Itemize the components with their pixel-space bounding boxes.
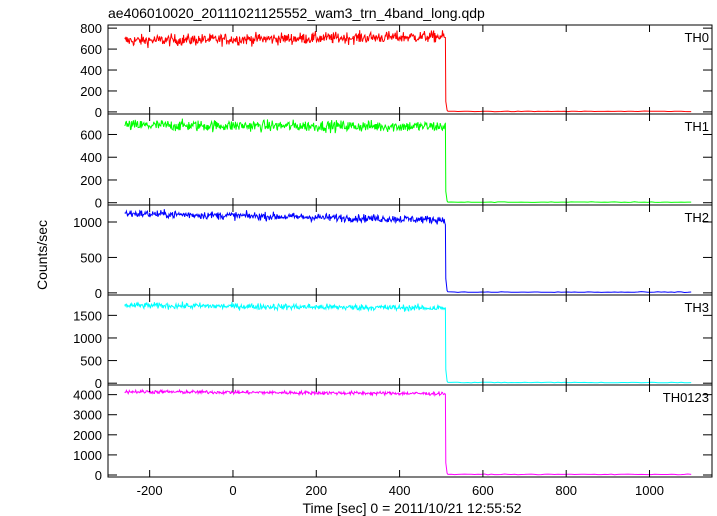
x-tick-label: 1000 [635,483,664,498]
y-tick-label: 0 [95,468,102,483]
y-tick-label: 0 [95,105,102,120]
y-tick-label: 1500 [73,308,102,323]
y-tick-label: 1000 [73,448,102,463]
series-line-th0123 [124,388,692,476]
panel-th0: 0 200 400 600 800 TH0 [80,21,713,120]
panel-frame-th3 [107,294,713,386]
y-tick-label: 0 [95,376,102,391]
x-tick-label: 0 [229,483,236,498]
x-tick-label: 800 [555,483,577,498]
chart-title: ae406010020_20111021125552_wam3_trn_4ban… [108,5,485,21]
series-label-th3: TH3 [684,300,709,315]
y-tick-label: 4000 [73,388,102,403]
series-label-th0: TH0 [684,30,709,45]
x-tick-label: 600 [472,483,494,498]
x-tick-label: 200 [305,483,327,498]
panel-th2: 0 500 1000 TH2 [73,204,713,301]
y-tick-label: 3000 [73,408,102,423]
y-tick-label: 500 [80,354,102,369]
y-tick-label: 200 [80,173,102,188]
panel-th3: 0 500 1000 1500 TH3 [73,294,713,391]
y-tick-label: 800 [80,21,102,36]
y-tick-label: 600 [80,127,102,142]
y-tick-label: 200 [80,84,102,99]
y-tick-label: 500 [80,250,102,265]
panel-frame-th0123 [107,384,713,478]
series-line-th2 [124,209,692,294]
y-tick-label: 0 [95,286,102,301]
x-tick-label: 400 [389,483,411,498]
x-tick-label: -200 [137,483,163,498]
y-tick-label: 600 [80,42,102,57]
y-tick-label: 400 [80,150,102,165]
series-label-th2: TH2 [684,210,709,225]
series-label-th0123: TH0123 [663,390,709,405]
y-tick-label: 400 [80,63,102,78]
series-line-th0 [124,30,692,113]
x-axis-label: Time [sec] 0 = 2011/10/21 12:55:52 [302,500,521,516]
y-tick-label: 0 [95,196,102,211]
panel-th0123: 0 1000 2000 3000 4000 TH0123 [73,384,713,483]
y-axis-label: Counts/sec [34,220,50,290]
panel-th1: 0 200 400 600 TH1 [80,113,713,211]
y-tick-label: 1000 [73,215,102,230]
series-line-th3 [124,301,692,384]
series-line-th1 [124,118,692,204]
panels: 0 200 400 600 800 TH0 0 200 400 600 TH1 0 500 1000 TH2… [73,21,713,498]
series-label-th1: TH1 [684,119,709,134]
y-tick-label: 2000 [73,428,102,443]
y-tick-label: 1000 [73,331,102,346]
